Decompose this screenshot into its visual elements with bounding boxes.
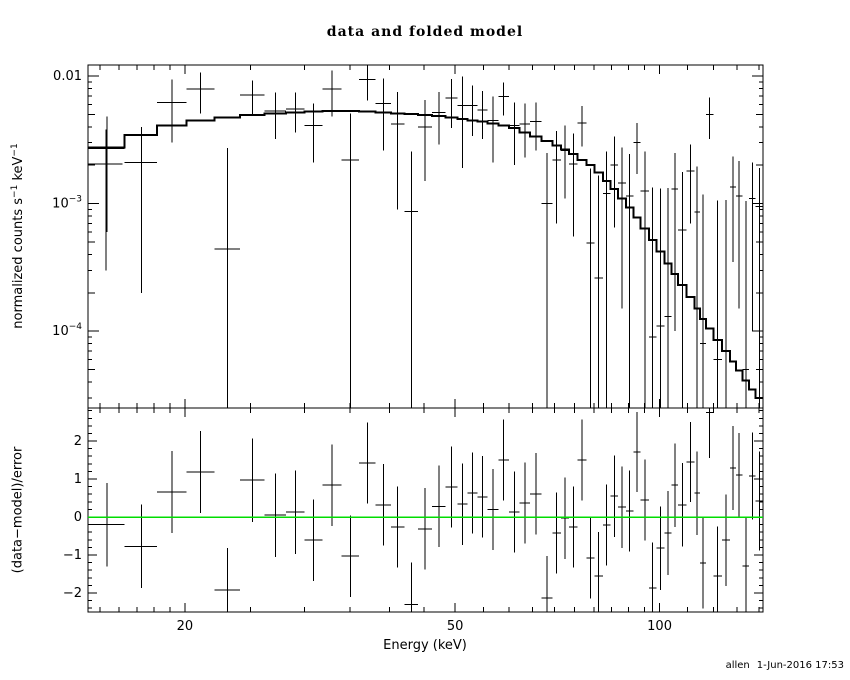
timestamp-datetime: 1-Jun-2016 17:53 [756, 660, 844, 671]
y-tick-label: 10−3 [52, 195, 82, 212]
x-axis-label: Energy (keV) [383, 638, 467, 653]
y-tick-label: 10−4 [52, 322, 82, 339]
model-step-line [88, 110, 763, 399]
plot-title: data and folded model [326, 24, 524, 40]
timestamp: allen 1-Jun-2016 17:53 [719, 660, 844, 671]
x-tick-label: 100 [647, 619, 672, 634]
y-tick-label: −2 [63, 586, 82, 601]
y-tick-label: 0.01 [53, 69, 82, 84]
y-tick-label: 1 [74, 472, 82, 487]
y-tick-label: 0 [74, 510, 82, 525]
y-tick-label: 2 [74, 434, 82, 449]
x-tick-label: 50 [447, 619, 464, 634]
y-tick-label: −1 [63, 548, 82, 563]
timestamp-user: allen [725, 660, 750, 671]
x-tick-label: 20 [177, 619, 194, 634]
bottom-panel-frame [87, 407, 764, 613]
